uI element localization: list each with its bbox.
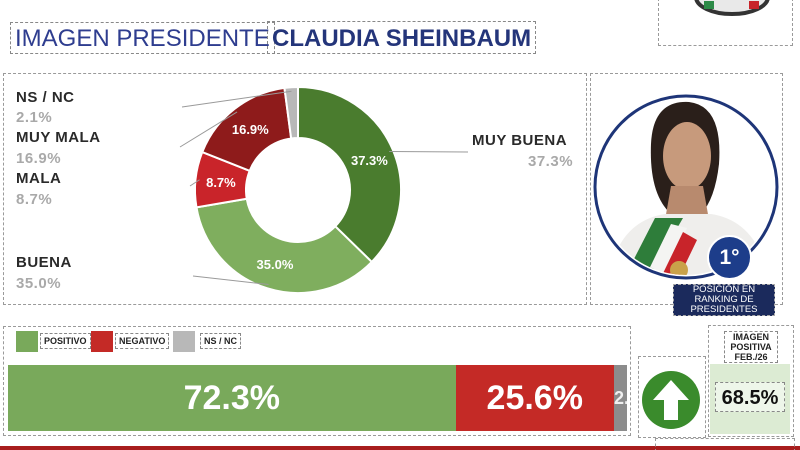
- donut-value-label: 35.0%: [257, 257, 294, 272]
- label-muy-buena-name: MUY BUENA: [472, 132, 568, 149]
- legend-ns-nc-swatch: [173, 330, 195, 352]
- legend-negativo-label: NEGATIVO: [115, 333, 170, 349]
- legend-positivo: POSITIVO: [16, 330, 91, 352]
- label-muy-buena-value: 37.3%: [528, 153, 574, 170]
- bar-value-label: 25.6%: [486, 378, 583, 417]
- label-ns-nc-name: NS / NC: [16, 89, 75, 106]
- up-arrow-icon: [642, 371, 700, 429]
- label-muy-mala-name: MUY MALA: [16, 129, 101, 146]
- legend-positivo-swatch: [16, 330, 38, 352]
- bar-value-label: 72.3%: [183, 378, 280, 417]
- bottom-strip: [0, 446, 800, 450]
- positive-image-panel: [708, 325, 794, 437]
- label-buena-value: 35.0%: [16, 275, 62, 292]
- emblem-icon: [694, 0, 770, 16]
- donut-value-label: 8.7%: [206, 175, 236, 190]
- title-name: CLAUDIA SHEINBAUM: [267, 21, 537, 54]
- leader-line: [192, 275, 269, 286]
- positive-image-value: 68.5%: [715, 382, 785, 412]
- label-muy-mala-value: 16.9%: [16, 150, 62, 167]
- legend-ns-nc: NS / NC: [173, 330, 242, 352]
- bottom-right-box: [655, 438, 795, 450]
- bar-segment-ns-nc: 2.1: [614, 365, 627, 431]
- trend-panel: [638, 356, 706, 438]
- legend-ns-nc-label: NS / NC: [200, 333, 242, 349]
- legend-panel: [3, 326, 631, 436]
- label-ns-nc-value: 2.1%: [16, 109, 53, 126]
- donut-slice-muy-buena: [297, 85, 402, 264]
- label-mala-value: 8.7%: [16, 191, 53, 208]
- donut-panel: [3, 73, 587, 305]
- president-portrait: [593, 94, 779, 280]
- ranking-badge-text: 1°: [719, 245, 740, 269]
- positive-image-header: IMAGEN POSITIVA FEB./26: [724, 331, 778, 363]
- leader-line: [189, 179, 200, 187]
- ranking-caption: POSICIÓN EN RANKING DE PRESIDENTES: [673, 284, 775, 316]
- bar-segment-positivo: 72.3%: [8, 365, 456, 431]
- title-prefix: IMAGEN PRESIDENTE: [10, 22, 275, 54]
- legend-negativo-swatch: [91, 330, 113, 352]
- donut-value-label: 16.9%: [232, 122, 269, 137]
- ranking-badge: 1°: [707, 235, 752, 280]
- legend-negativo: NEGATIVO: [91, 330, 170, 352]
- emblem-box: [658, 0, 793, 46]
- label-buena-name: BUENA: [16, 254, 72, 271]
- donut-value-label: 37.3%: [351, 153, 388, 168]
- donut-slice-buena: [195, 197, 374, 294]
- bar-segment-negativo: 25.6%: [455, 365, 614, 431]
- leader-line: [179, 111, 238, 148]
- leader-line: [181, 90, 292, 108]
- bar-value-label: 2.1: [614, 387, 627, 408]
- label-mala-name: MALA: [16, 170, 62, 187]
- donut-slice-ns-nc: [283, 85, 299, 140]
- donut-chart: 37.3% 35.0% 8.7% 16.9%: [179, 85, 469, 294]
- legend-positivo-label: POSITIVO: [40, 333, 91, 349]
